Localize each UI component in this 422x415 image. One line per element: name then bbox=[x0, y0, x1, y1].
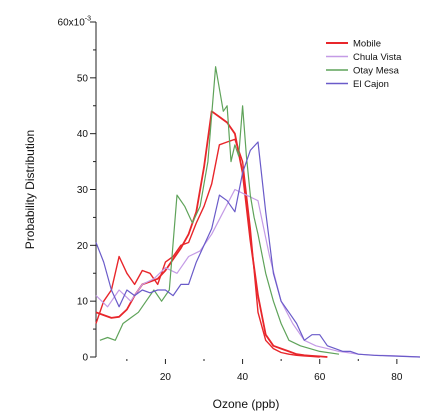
y-multiplier-base: 60x10 bbox=[58, 18, 86, 29]
y-tick-label: 30 bbox=[77, 185, 89, 196]
series-line-1 bbox=[95, 138, 320, 358]
y-tick-label: 0 bbox=[82, 353, 88, 364]
y-axis-title: Probability Distribution bbox=[23, 130, 37, 249]
series-line-3 bbox=[99, 66, 340, 355]
x-axis-title: Ozone (ppb) bbox=[213, 397, 280, 411]
y-tick-label: 10 bbox=[77, 297, 89, 308]
y-tick-label: 50 bbox=[77, 73, 89, 84]
series-layer bbox=[95, 66, 421, 358]
x-tick-label: 80 bbox=[391, 372, 403, 383]
legend-label: El Cajon bbox=[353, 79, 389, 90]
x-tick-label: 20 bbox=[160, 372, 172, 383]
y-ticks: 0 10 20 30 40 50 bbox=[77, 21, 96, 364]
series-line-2 bbox=[95, 188, 421, 358]
x-tick-label: 40 bbox=[237, 372, 249, 383]
x-tick-label: 60 bbox=[314, 372, 326, 383]
legend: Mobile Chula Vista Otay Mesa El Cajon bbox=[326, 39, 402, 90]
y-tick-label: 20 bbox=[77, 241, 89, 252]
x-ticks: 20 40 60 80 bbox=[126, 359, 403, 383]
legend-label: Otay Mesa bbox=[353, 66, 400, 77]
y-axis-multiplier-label: 60x10-3 bbox=[58, 16, 92, 29]
axes: 0 10 20 30 40 50 20 40 60 80 60x10-3 Probability… bbox=[23, 16, 403, 412]
legend-label: Mobile bbox=[353, 39, 381, 50]
legend-label: Chula Vista bbox=[353, 52, 402, 63]
y-multiplier-exponent: -3 bbox=[85, 16, 91, 23]
y-tick-label: 40 bbox=[77, 129, 89, 140]
series-line-4 bbox=[95, 141, 421, 358]
